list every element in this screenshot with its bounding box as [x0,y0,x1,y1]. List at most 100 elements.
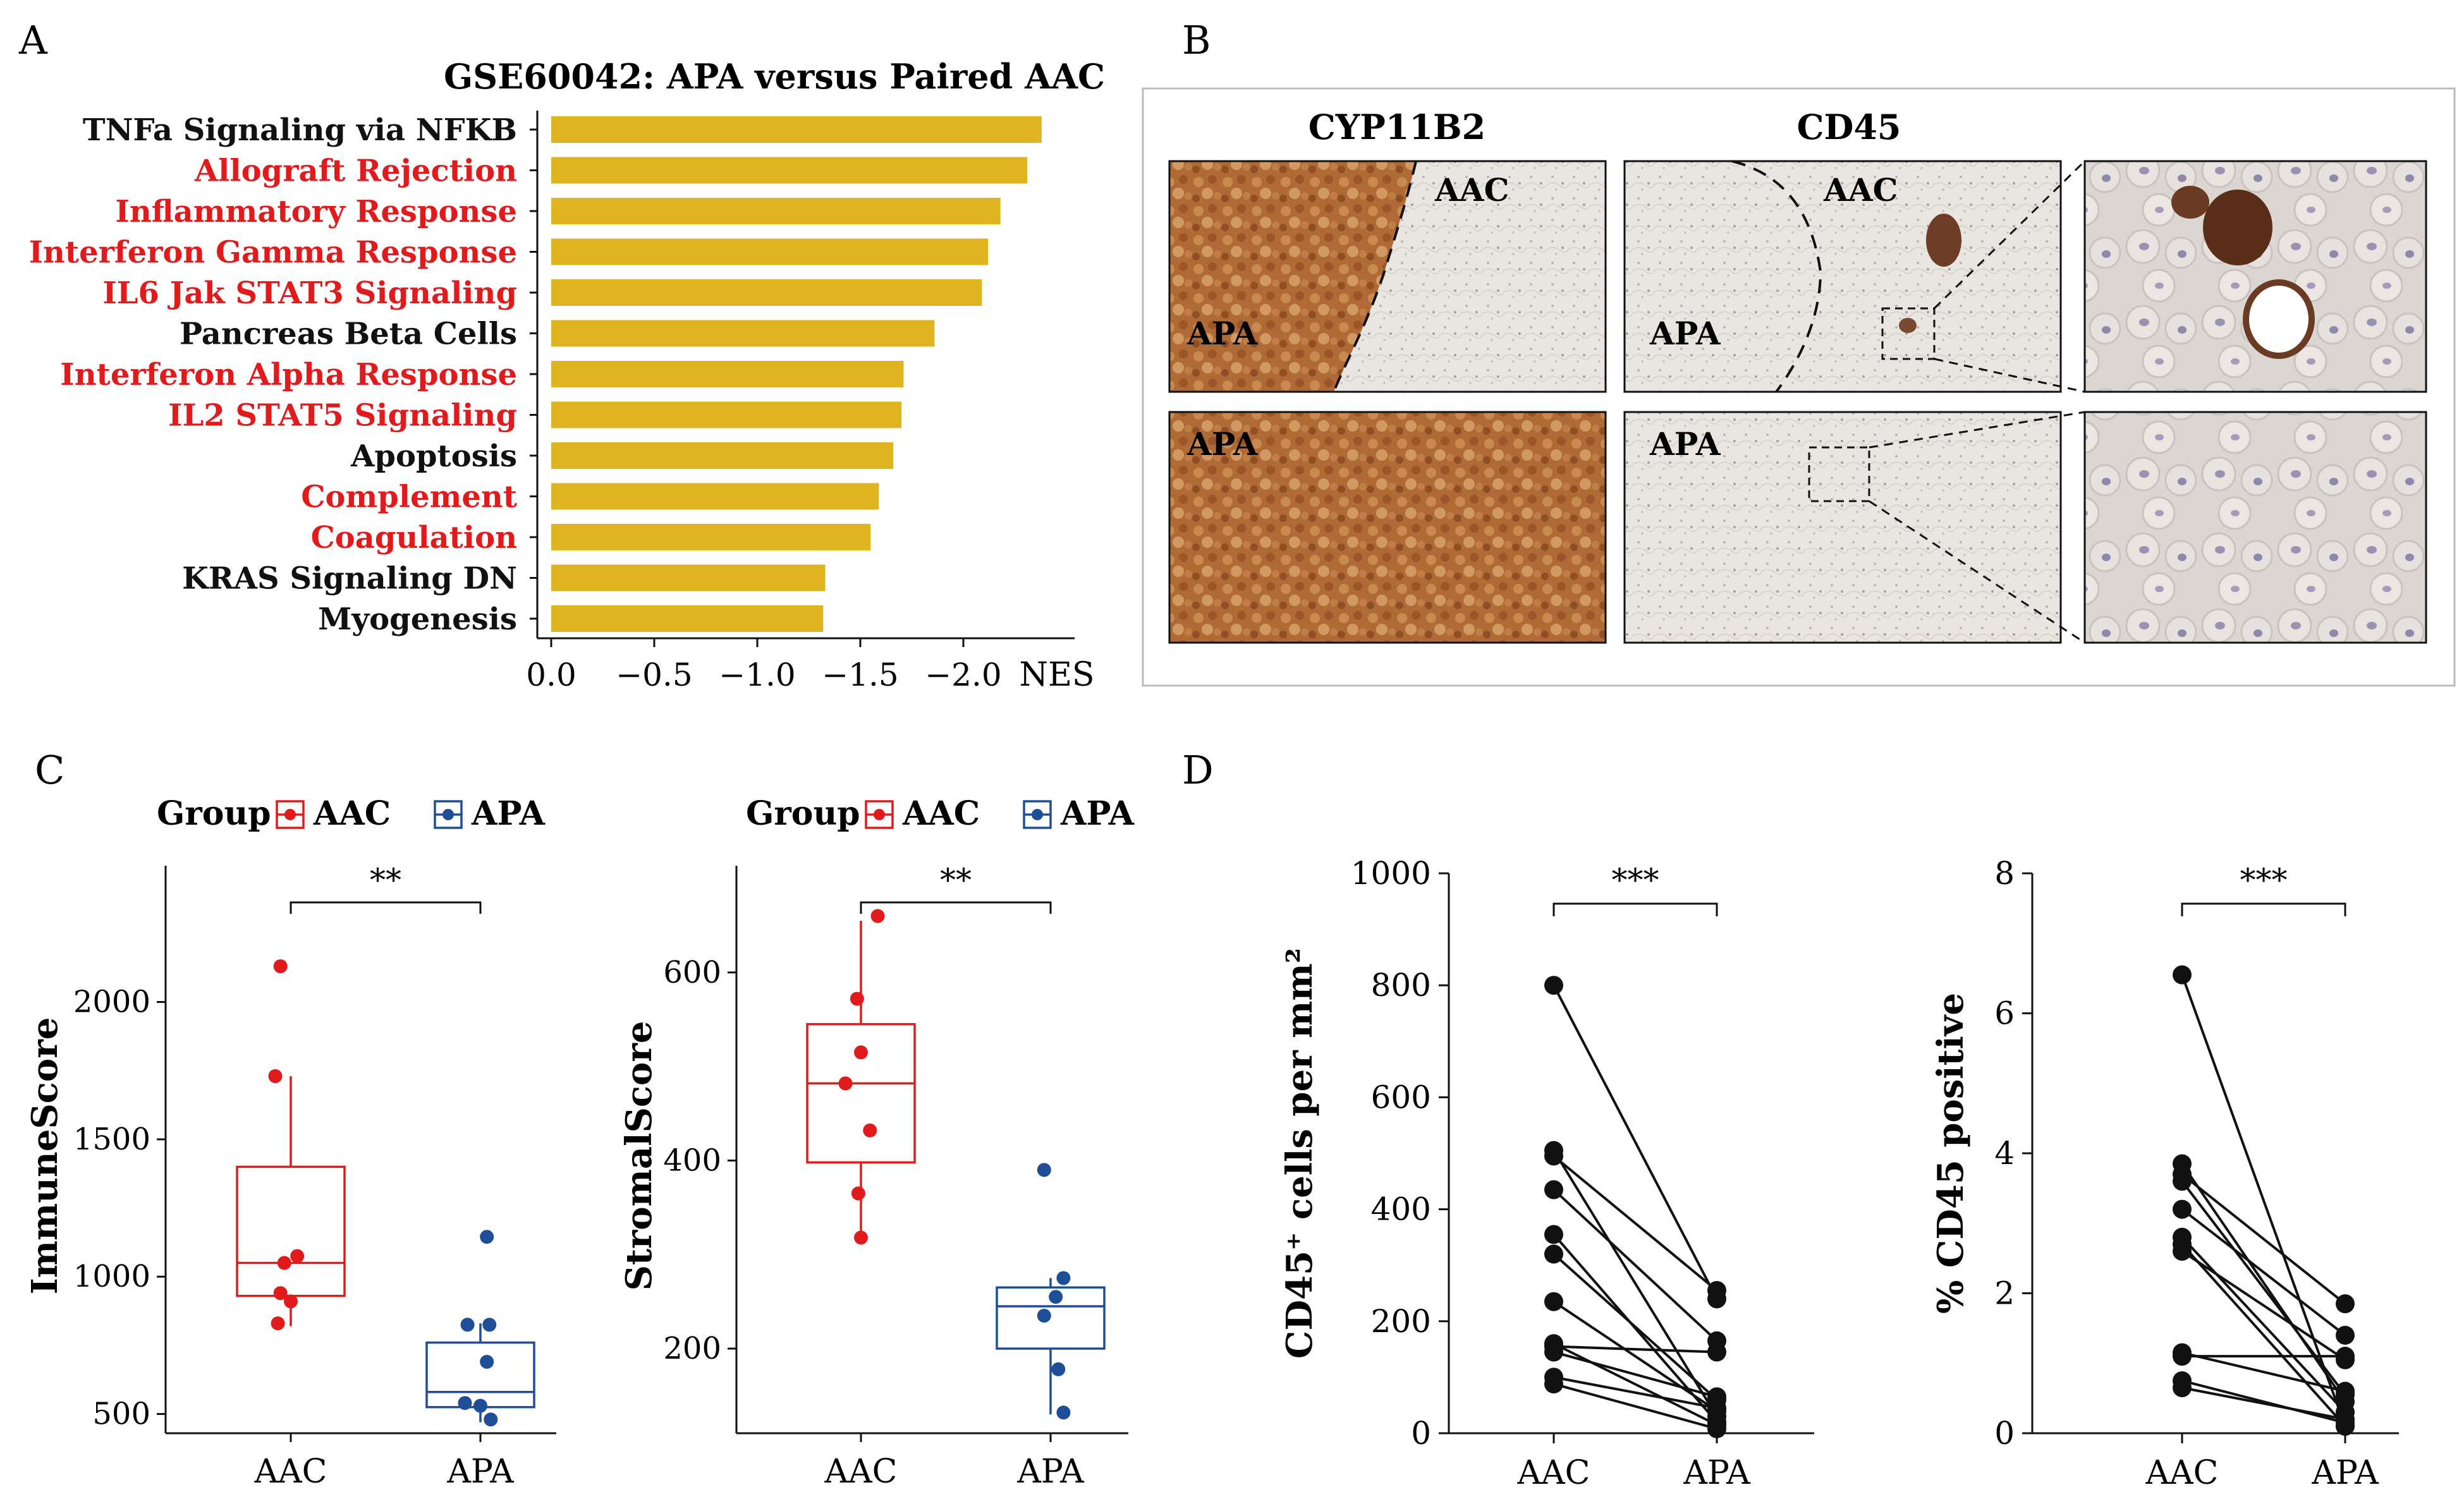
image-cyp11b2-apa: APA [1168,411,1607,644]
label-apa: APA [1186,315,1259,352]
data-point [1037,1163,1051,1177]
data-point [284,1294,298,1309]
data-point [273,1286,288,1301]
legend-title: Group [157,794,271,833]
label-apa: APA [1649,425,1721,463]
data-point [460,1318,475,1332]
data-point-apa [2336,1294,2355,1314]
x-axis-label: NES [1019,656,1094,694]
y-tick-label: 4 [1994,1135,2015,1172]
data-point [838,1076,853,1091]
x-tick-label: AAC [254,1453,327,1491]
pair-line [1553,1376,1717,1410]
y-tick-label: 800 [1371,967,1431,1004]
data-point [484,1412,498,1427]
category-label: Complement [301,480,517,515]
image-cd45-zoom-negative [2083,411,2427,644]
data-point [1037,1308,1051,1323]
legend-label: APA [471,794,546,833]
pair-line [1552,1301,1718,1412]
pair-line [1553,1345,1717,1354]
chart-title: GSE60042: APA versus Paired AAC [444,56,1105,97]
data-point-aac [2173,965,2192,985]
bar [551,279,982,306]
pair-line [2181,1163,2346,1403]
data-point-aac [1544,1374,1563,1394]
category-label: Coagulation [311,520,517,555]
significance-bracket [1552,902,1718,916]
pair-line [1553,1383,1717,1430]
category-label: Myogenesis [318,602,517,637]
data-point-apa [1707,1398,1726,1418]
label-apa: APA [1649,315,1721,352]
x-tick-label: −0.5 [616,657,692,693]
data-point [1056,1271,1071,1285]
category-label: Inflammatory Response [115,194,517,229]
data-point-aac [2173,1242,2192,1261]
data-point-aac [1544,1225,1563,1244]
data-point [851,1186,865,1201]
bar [551,483,879,510]
significance-bracket [860,901,1052,914]
y-tick-label: 200 [663,1331,721,1366]
y-tick-label: 400 [1371,1191,1431,1228]
data-point-apa [2336,1347,2355,1366]
data-point [480,1230,494,1244]
legend-swatch-dot [1032,809,1043,820]
label-aac: AAC [1434,171,1509,209]
category-label: IL2 STAT5 Signaling [168,398,517,434]
y-tick-label: 600 [1371,1079,1431,1115]
pair-line [2181,974,2346,1427]
panel-d-cd45-cells-paired-plot: 0 200 400 600 800 1000 AAC APA CD45⁺ cells per m… [1279,855,1814,1492]
data-point-apa [1707,1342,1726,1362]
label-apa: APA [1186,425,1259,463]
y-tick-label: 8 [1994,855,2015,892]
category-label: TNFa Signaling via NFKB [83,112,517,148]
pair-line [2181,1173,2346,1305]
data-point-aac [1544,1342,1563,1362]
x-tick-label: APA [1683,1454,1751,1492]
panel-b-micrographs: CYP11B2 CD45 AAC APA AAC APA [1142,87,2456,687]
y-tick-label: 1500 [73,1122,150,1157]
data-point-aac [1544,1244,1563,1264]
data-point-apa [1707,1419,1726,1438]
data-point [290,1249,305,1263]
data-point-aac [1544,1292,1563,1311]
y-tick-label: 6 [1994,995,2015,1032]
image-cd45-aac-apa: AAC APA [1623,160,2062,393]
pair-line [2181,1180,2346,1396]
bar [551,442,894,469]
pair-line [2181,1380,2346,1424]
x-tick-label: AAC [1517,1454,1590,1492]
label-aac: AAC [1823,171,1898,209]
bar [551,401,902,428]
panel-a-bar-chart: GSE60042: APA versus Paired AAC TNFa Sig… [29,56,1105,694]
image-cd45-apa: APA [1623,411,2062,644]
y-axis-label: CD45⁺ cells per mm² [1279,948,1320,1359]
y-tick-label: 1000 [73,1259,150,1294]
x-tick-label: −1.5 [822,657,898,693]
header-cd45: CD45 [1797,107,1901,147]
pair-line [1553,1350,1717,1398]
data-point-aac [1544,976,1563,995]
data-point [271,1316,285,1331]
box [996,1286,1106,1350]
x-tick-label: APA [1016,1453,1085,1491]
box [425,1341,535,1409]
category-label: IL6 Jak STAT3 Signaling [102,276,517,311]
box [236,1165,346,1297]
panel-letter-a: A [18,17,48,63]
pair-line [1552,1252,1718,1401]
category-label: Interferon Gamma Response [29,235,517,270]
data-point [268,1069,283,1083]
legend-title: Group [746,794,860,833]
pair-line [1552,1189,1718,1342]
x-tick-label: −2.0 [925,657,1001,693]
bar [551,320,935,347]
data-point-aac [1544,1146,1563,1166]
category-label: Interferon Alpha Response [60,357,517,392]
data-point-apa [2336,1325,2355,1345]
panel-letter-b: B [1182,17,1211,63]
data-point [473,1398,487,1413]
